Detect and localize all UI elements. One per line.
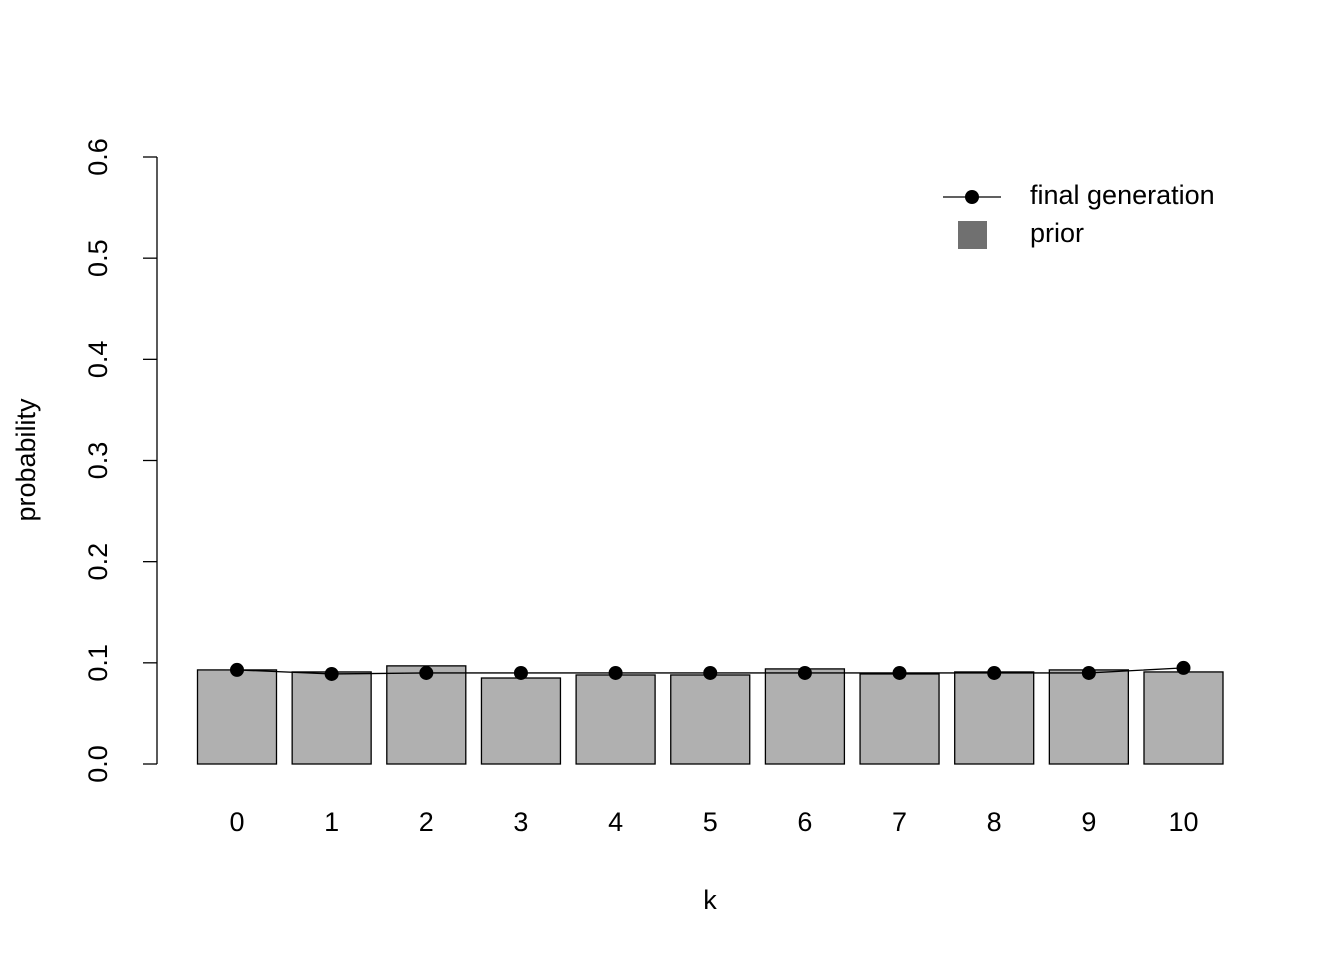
point [230, 662, 244, 677]
y-tick-label: 0.4 [83, 341, 113, 379]
legend-point [965, 190, 979, 204]
legend-swatch [958, 221, 987, 249]
x-tick-label: 10 [1168, 807, 1198, 837]
legend-label: final generation [1030, 180, 1215, 210]
bar [1048, 669, 1129, 765]
point [513, 665, 528, 680]
x-tick-label: 9 [1081, 807, 1096, 837]
y-tick-label: 0.6 [83, 138, 113, 176]
point [1081, 665, 1096, 680]
x-tick-label: 6 [797, 807, 812, 837]
y-tick-label: 0.3 [83, 442, 113, 480]
bar [859, 673, 940, 765]
x-tick-label: 4 [608, 807, 623, 837]
point [703, 665, 718, 680]
y-tick-label: 0.2 [83, 543, 113, 581]
x-tick-label: 5 [703, 807, 718, 837]
bar [386, 665, 467, 765]
x-tick-label: 0 [229, 807, 244, 837]
point [987, 665, 1002, 680]
bar [575, 674, 656, 765]
x-tick-label: 1 [324, 807, 339, 837]
y-tick-label: 0.0 [83, 745, 113, 783]
point [324, 666, 339, 681]
x-tick-label: 7 [892, 807, 907, 837]
legend-label: prior [1030, 218, 1084, 248]
point [892, 665, 907, 680]
bar [954, 671, 1035, 765]
y-tick-label: 0.1 [83, 644, 113, 682]
bar [1143, 671, 1224, 765]
point [419, 665, 434, 680]
y-tick-label: 0.5 [83, 239, 113, 277]
x-axis-label: k [703, 885, 717, 915]
point [797, 665, 812, 680]
y-axis-label: probability [11, 398, 41, 522]
x-tick-label: 3 [513, 807, 528, 837]
point [1176, 660, 1191, 675]
bar [480, 677, 562, 765]
bar [196, 669, 278, 765]
x-tick-label: 8 [987, 807, 1002, 837]
bar [291, 671, 372, 765]
bar [670, 674, 751, 765]
x-tick-label: 2 [419, 807, 434, 837]
bar [764, 668, 846, 765]
point [608, 665, 623, 680]
